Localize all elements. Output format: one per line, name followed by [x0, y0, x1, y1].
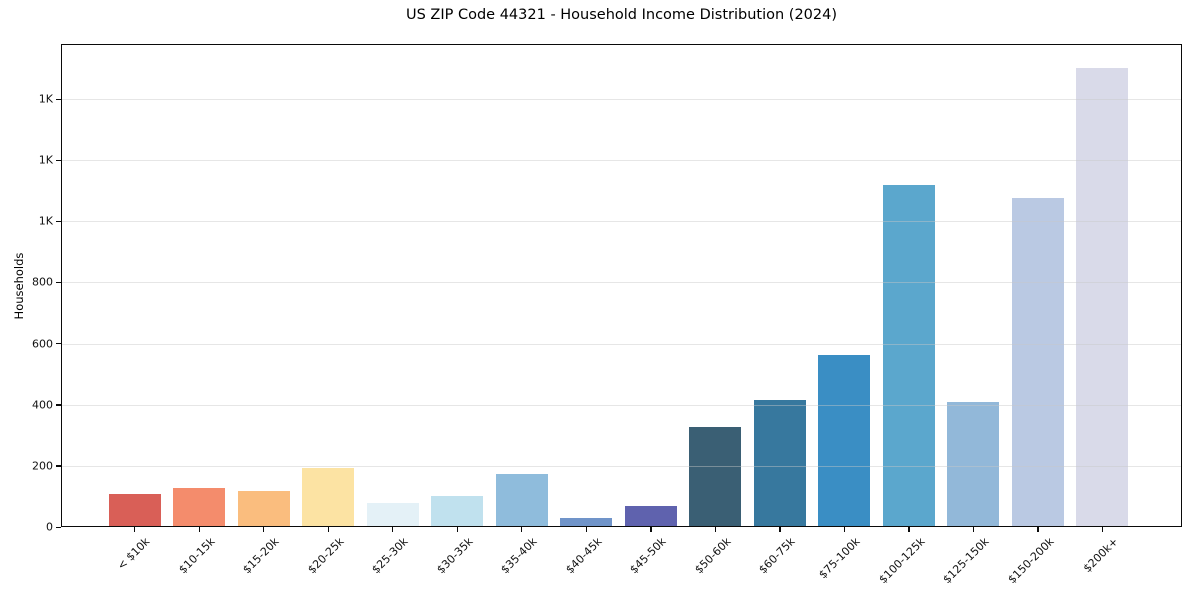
bar-$15-20k — [237, 490, 290, 527]
x-tick-label: $15-20k — [240, 535, 282, 577]
x-tick-label: $20-25k — [305, 535, 347, 577]
x-tick-label: $10-15k — [175, 535, 218, 577]
bar-$125-150k — [947, 402, 1000, 527]
x-tick — [263, 527, 265, 532]
x-tick-label: $30-35k — [434, 535, 476, 577]
y-tick — [56, 98, 61, 100]
y-tick-label: 0 — [46, 520, 53, 534]
x-tick — [1101, 527, 1104, 532]
x-tick — [585, 527, 587, 532]
bar-$45-50k — [624, 506, 677, 527]
x-tick-label: $75-100k — [816, 535, 863, 582]
x-tick-label: $35-40k — [498, 535, 540, 577]
bar-$200k+ — [1076, 67, 1129, 527]
x-tick-label: $45-50k — [627, 535, 669, 577]
y-tick — [56, 281, 61, 284]
x-tick-label: $125-150k — [940, 535, 992, 587]
x-tick-label: $50-60k — [692, 535, 734, 577]
y-tick-label: 1K — [38, 153, 53, 167]
bar-$75-100k — [818, 354, 871, 527]
bar-< $10k — [108, 494, 161, 527]
gridline-y-1000 — [61, 221, 1182, 223]
bar-$60-75k — [753, 400, 806, 527]
x-tick — [521, 527, 523, 532]
x-tick-label: $200k+ — [1080, 535, 1121, 576]
bar-$35-40k — [495, 473, 548, 527]
x-tick-label: $40-45k — [563, 535, 605, 577]
gridline-y-1400 — [61, 99, 1182, 101]
y-tick — [56, 526, 61, 528]
x-tick — [843, 527, 846, 532]
y-tick-label: 600 — [32, 337, 53, 351]
y-tick-label: 200 — [32, 459, 53, 473]
y-tick — [56, 220, 61, 223]
bar-$25-30k — [366, 503, 419, 527]
x-tick — [327, 527, 329, 532]
bar-$10-15k — [173, 488, 226, 527]
y-tick-label: 800 — [32, 275, 53, 289]
bar-$40-45k — [560, 518, 613, 527]
y-tick-label: 400 — [32, 398, 53, 412]
x-tick — [714, 527, 717, 532]
gridline-y-600 — [61, 343, 1182, 345]
y-tick — [56, 343, 61, 345]
gridline-y-1200 — [61, 160, 1182, 162]
y-tick — [56, 404, 61, 406]
bar-$100-125k — [882, 185, 935, 527]
x-tick — [134, 527, 136, 532]
x-tick-label: $150-200k — [1004, 535, 1057, 587]
x-tick — [908, 527, 910, 532]
y-tick-label: 1K — [38, 214, 53, 228]
gridline-y-800 — [61, 282, 1182, 284]
y-axis-label: Households — [12, 252, 26, 320]
gridline-y-200 — [61, 465, 1182, 467]
x-tick — [456, 527, 458, 532]
y-tick — [56, 159, 61, 161]
plot-area — [61, 44, 1182, 527]
x-tick-label: $25-30k — [369, 535, 411, 577]
bar-$20-25k — [302, 468, 355, 527]
x-tick — [198, 527, 200, 532]
x-tick — [779, 527, 781, 532]
bar-$30-35k — [431, 496, 484, 527]
bar-$150-200k — [1011, 198, 1064, 527]
x-tick — [972, 527, 975, 532]
chart-title: US ZIP Code 44321 - Household Income Dis… — [405, 7, 838, 23]
x-tick — [650, 527, 652, 532]
y-tick — [56, 465, 61, 467]
x-tick-label: $100-125k — [875, 535, 928, 587]
x-tick — [392, 527, 394, 532]
gridline-y-400 — [61, 404, 1182, 406]
bar-$50-60k — [689, 426, 742, 527]
x-tick-label: < $10k — [115, 535, 153, 573]
x-tick-label: $60-75k — [756, 535, 799, 577]
x-tick — [1037, 527, 1039, 532]
y-tick-label: 1K — [38, 92, 53, 106]
